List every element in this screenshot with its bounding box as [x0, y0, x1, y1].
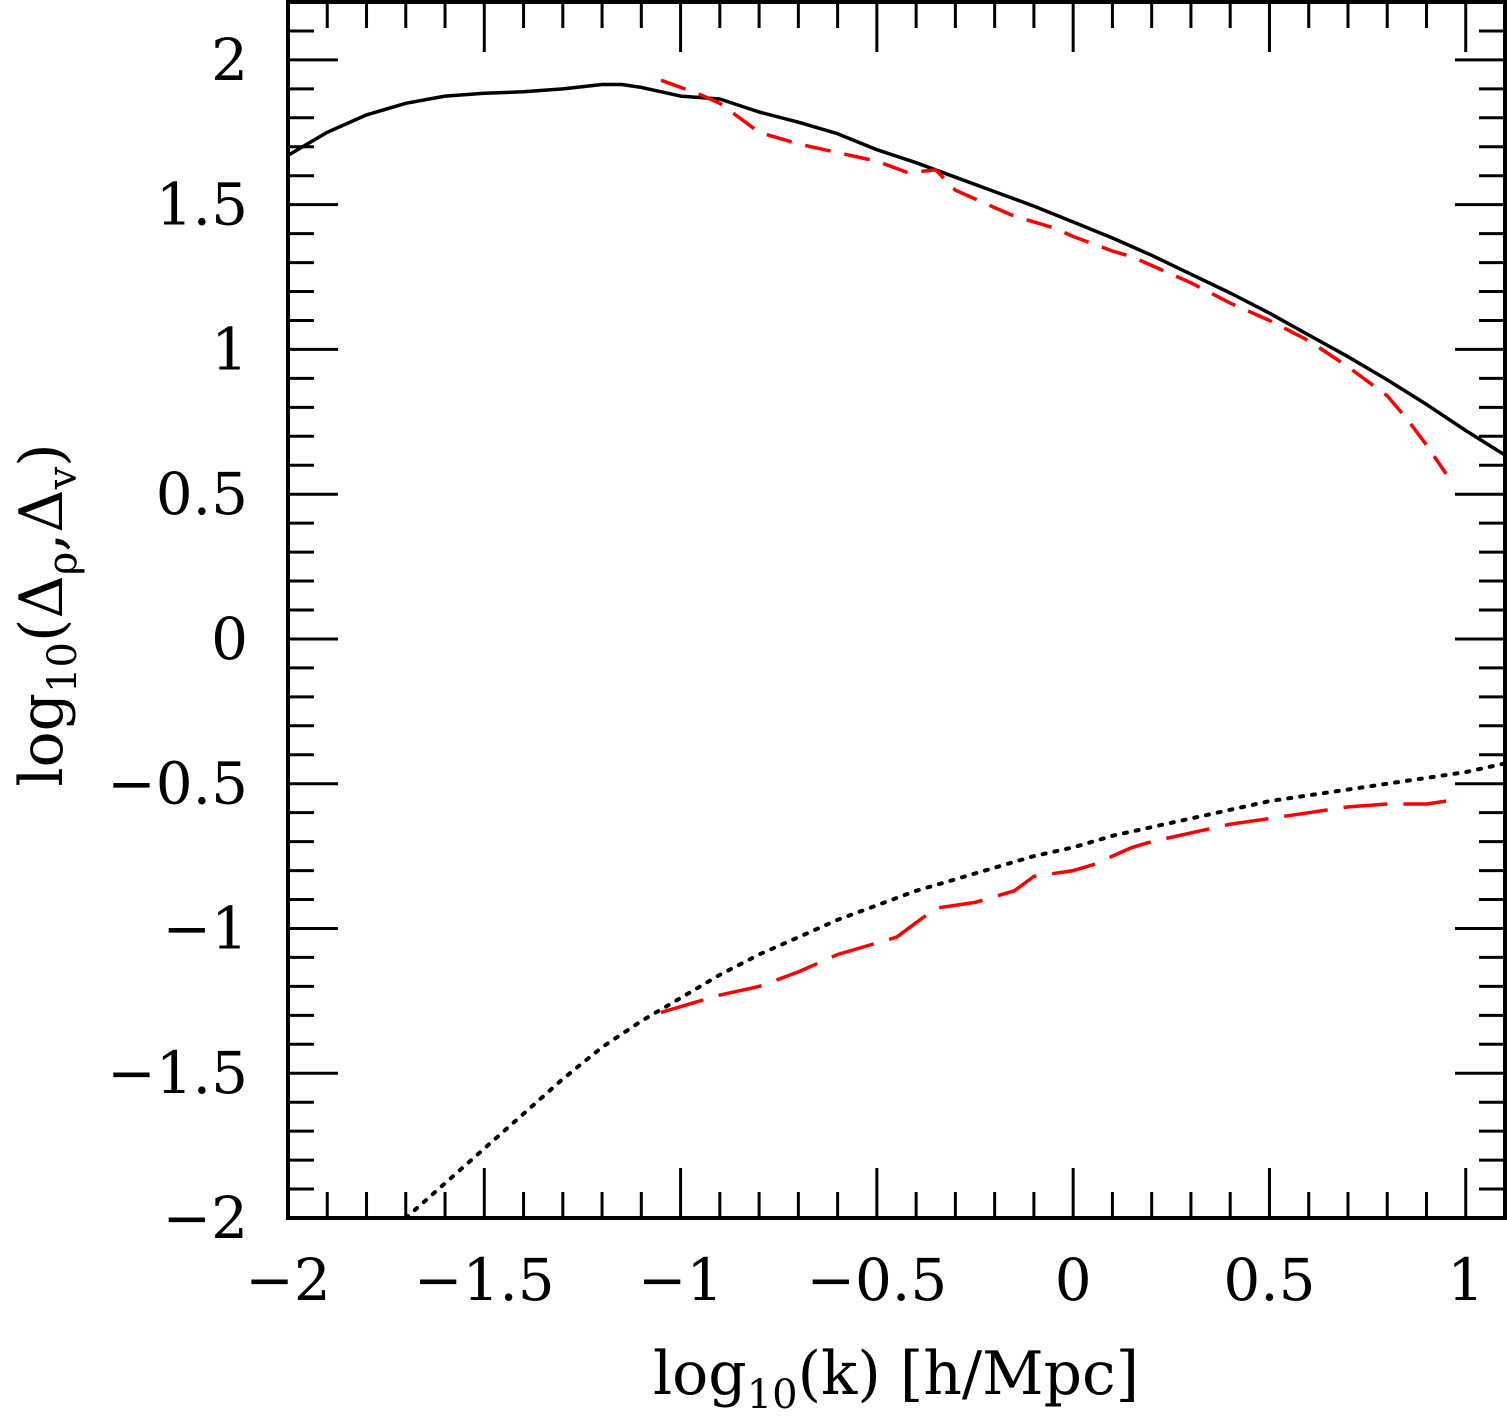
x-tick-label: 0.5 — [1223, 1246, 1315, 1314]
y-axis-label-comma: ,Δ — [7, 489, 77, 551]
y-tick-label: −0.5 — [107, 750, 248, 818]
series-line-long-dash — [660, 799, 1447, 1015]
x-tick-label: −2 — [245, 1246, 331, 1314]
y-tick-label: 0.5 — [156, 460, 248, 528]
series-line-solid — [287, 82, 1506, 457]
x-axis-label: log10(k) [h/Mpc] — [653, 1339, 1139, 1416]
y-axis-label-post: ) — [7, 443, 77, 466]
x-axis-label-post: (k) [h/Mpc] — [798, 1339, 1139, 1409]
y-axis-label-sub3: v — [40, 466, 86, 490]
y-axis-label-pre: log — [7, 693, 77, 787]
y-tick-label: −1.5 — [107, 1039, 248, 1107]
x-tick-label: −1.5 — [414, 1246, 555, 1314]
series-line-dotted — [403, 761, 1507, 1220]
y-tick-label: 1 — [211, 315, 248, 383]
x-tick-label: −0.5 — [806, 1246, 947, 1314]
tick-labels: −2 −1.5 −1 −0.5 0 0.5 1 −2 −1.5 −1 −0.5 0 0.5 1 1.5 2 — [107, 26, 1484, 1314]
y-tick-label: 2 — [211, 26, 248, 94]
y-tick-label: −2 — [163, 1184, 249, 1252]
x-axis-label-pre: log — [653, 1339, 747, 1409]
axis-ticks — [286, 0, 1507, 1220]
x-tick-label: −1 — [638, 1246, 724, 1314]
series-line-short-dash — [660, 78, 1448, 475]
y-axis-label-mid: (Δ — [7, 575, 77, 642]
series-group — [287, 78, 1507, 1220]
x-tick-label: 0 — [1055, 1246, 1092, 1314]
plot-frame — [286, 0, 1507, 1220]
x-axis-label-sub: 10 — [747, 1372, 798, 1416]
y-tick-label: 0 — [211, 605, 248, 673]
y-axis-label-sub2: ρ — [40, 552, 86, 576]
x-tick-label: 1 — [1447, 1246, 1484, 1314]
y-axis-label-sub: 10 — [40, 642, 86, 693]
y-tick-label: 1.5 — [156, 171, 248, 239]
y-axis-label: log10(Δρ,Δv) — [7, 443, 86, 786]
y-tick-label: −1 — [163, 894, 249, 962]
